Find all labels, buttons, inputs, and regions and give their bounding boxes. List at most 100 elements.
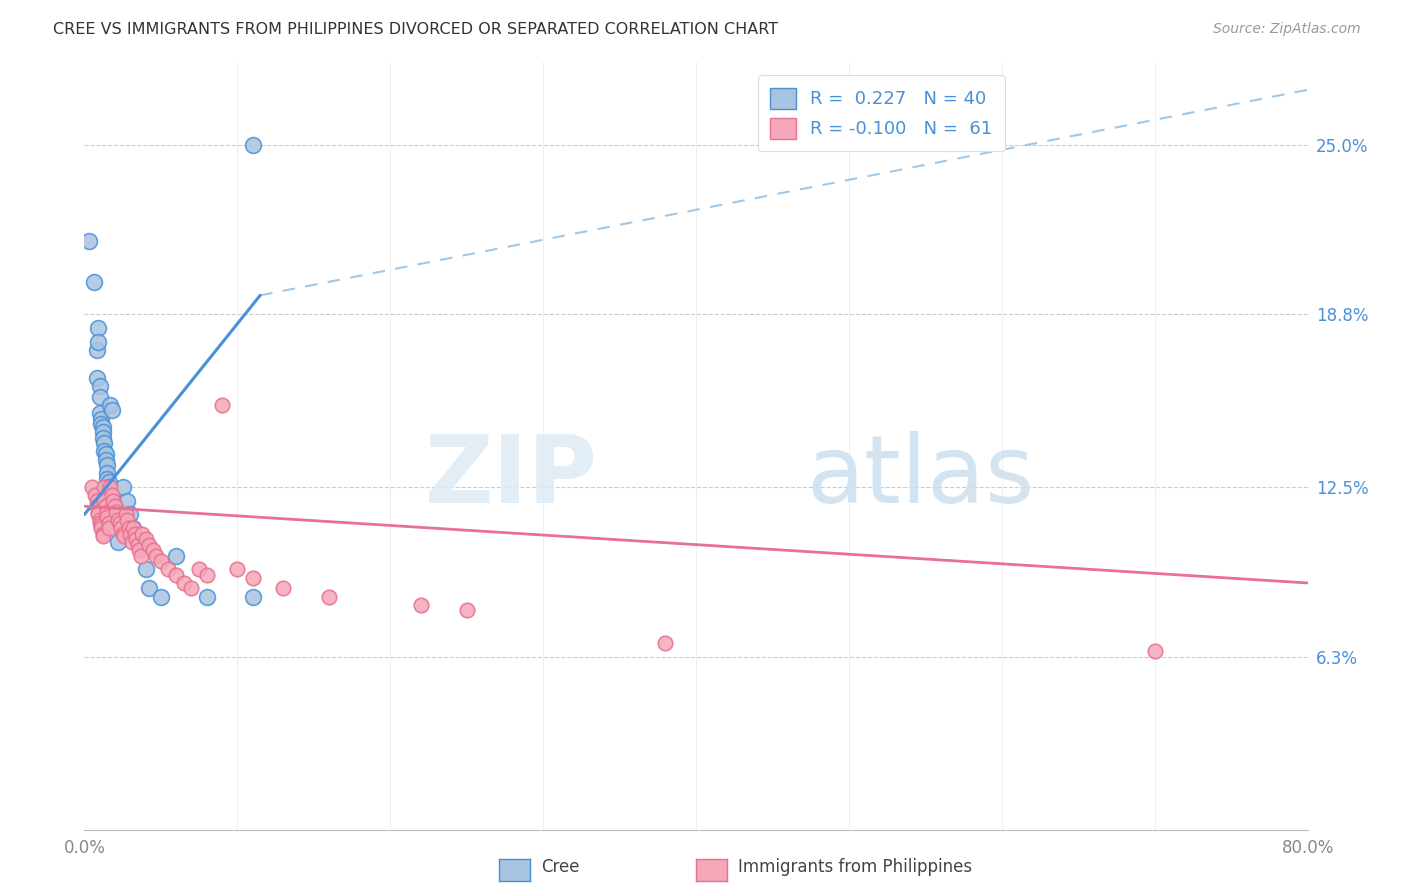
Point [131, 526, 153, 541]
Point [89, 406, 111, 420]
Point [89, 516, 111, 530]
Point [84, 488, 107, 502]
Point [242, 137, 264, 152]
Point [103, 493, 125, 508]
Point [165, 549, 187, 563]
Point [93, 493, 115, 508]
Point [108, 516, 131, 530]
Point [77, 234, 100, 248]
Point [94, 447, 117, 461]
Point [142, 543, 165, 558]
Point [242, 590, 264, 604]
Point [90, 521, 112, 535]
Text: ZIP: ZIP [425, 431, 598, 523]
Point [149, 554, 172, 568]
Point [104, 500, 127, 514]
Text: atlas: atlas [806, 431, 1035, 523]
Point [96, 505, 118, 519]
Point [165, 567, 187, 582]
Point [91, 420, 114, 434]
Point [120, 526, 142, 541]
Point [86, 493, 108, 508]
Point [101, 488, 124, 502]
Point [89, 390, 111, 404]
Point [211, 398, 233, 412]
Point [318, 590, 340, 604]
Point [97, 475, 120, 489]
Point [83, 275, 105, 289]
Point [121, 535, 143, 549]
Point [110, 521, 132, 535]
Point [111, 480, 134, 494]
Point [122, 521, 145, 535]
Point [89, 378, 111, 392]
Point [87, 505, 110, 519]
Text: Source: ZipAtlas.com: Source: ZipAtlas.com [1213, 22, 1361, 37]
Point [86, 343, 108, 358]
Point [111, 526, 134, 541]
Point [127, 535, 149, 549]
Text: Immigrants from Philippines: Immigrants from Philippines [738, 858, 973, 877]
Point [115, 493, 138, 508]
Point [94, 452, 117, 467]
Point [180, 582, 202, 596]
Point [654, 636, 676, 650]
Text: Cree: Cree [541, 858, 579, 877]
Point [80, 480, 103, 494]
Point [93, 444, 115, 458]
Point [98, 398, 121, 412]
Point [90, 417, 112, 431]
Point [96, 472, 118, 486]
Point [409, 598, 432, 612]
Point [105, 505, 128, 519]
Point [86, 500, 108, 514]
Point [87, 321, 110, 335]
Point [86, 370, 108, 384]
Point [91, 425, 114, 440]
Point [120, 508, 142, 522]
Point [112, 529, 135, 543]
Point [135, 562, 157, 576]
Point [101, 403, 124, 417]
Point [226, 562, 249, 576]
Point [94, 500, 117, 514]
Point [87, 508, 110, 522]
Point [125, 532, 148, 546]
Point [96, 467, 118, 481]
Point [103, 493, 125, 508]
Point [124, 526, 146, 541]
Point [96, 458, 118, 473]
Point [93, 480, 115, 494]
Point [107, 513, 129, 527]
Point [195, 567, 218, 582]
Point [98, 480, 121, 494]
Legend: R =  0.227   N = 40, R = -0.100   N =  61: R = 0.227 N = 40, R = -0.100 N = 61 [758, 75, 1005, 152]
Point [97, 480, 120, 494]
Point [188, 562, 211, 576]
Point [97, 516, 120, 530]
Point [456, 603, 478, 617]
Point [91, 529, 114, 543]
Point [195, 590, 218, 604]
Point [118, 521, 141, 535]
Point [1143, 644, 1166, 658]
Point [122, 521, 145, 535]
Point [149, 590, 172, 604]
Point [242, 570, 264, 584]
Point [114, 508, 136, 522]
Point [145, 549, 167, 563]
Point [271, 582, 294, 596]
Point [138, 582, 160, 596]
Text: CREE VS IMMIGRANTS FROM PHILIPPINES DIVORCED OR SEPARATED CORRELATION CHART: CREE VS IMMIGRANTS FROM PHILIPPINES DIVO… [53, 22, 779, 37]
Point [89, 513, 111, 527]
Point [91, 431, 114, 445]
Point [93, 436, 115, 450]
Point [138, 538, 160, 552]
Point [129, 549, 152, 563]
Point [90, 411, 112, 425]
Point [96, 510, 118, 524]
Point [87, 334, 110, 349]
Point [91, 526, 114, 541]
Point [173, 576, 195, 591]
Point [128, 543, 150, 558]
